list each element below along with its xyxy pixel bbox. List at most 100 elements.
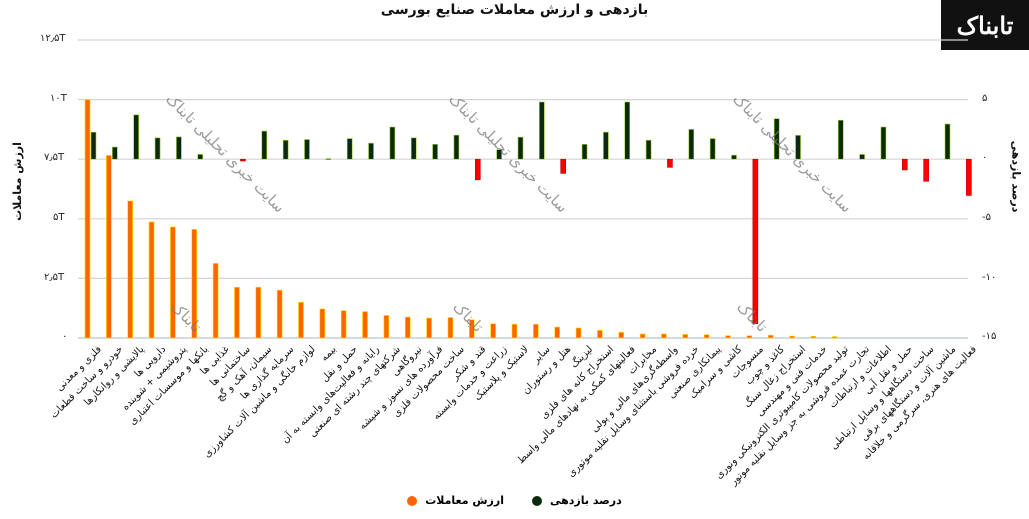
trade-value-bar — [618, 331, 625, 339]
trade-value-bar — [447, 317, 454, 339]
trade-value-bar — [404, 316, 411, 339]
return-bar — [304, 139, 310, 160]
logo: تابناک — [941, 0, 1029, 50]
trade-value-bar — [597, 330, 603, 339]
trade-value-bar — [468, 319, 475, 339]
y-right-tick: -۱۰ — [982, 272, 997, 283]
return-bar — [282, 139, 289, 160]
trade-value-bar — [554, 326, 561, 339]
return-bar — [773, 118, 780, 160]
return-bar — [133, 114, 139, 160]
trade-value-bar — [255, 286, 262, 339]
trade-value-bar — [383, 315, 390, 339]
return-bar — [154, 137, 161, 160]
return-bar — [859, 154, 865, 160]
return-bar — [901, 158, 908, 171]
return-bar — [731, 154, 737, 160]
trade-value-bar — [340, 310, 347, 339]
y-left-tick: ۱۲٫۵T — [40, 33, 66, 44]
trade-value-bar — [746, 335, 753, 339]
trade-value-bar — [191, 228, 198, 339]
trade-value-bar — [533, 323, 539, 339]
return-bar — [389, 126, 396, 160]
y-right-tick: ۰ — [982, 152, 988, 163]
trade-value-bar — [212, 263, 219, 339]
legend: ارزش معاملات درصد بازدهی — [0, 494, 1029, 507]
trade-value-bar — [725, 335, 731, 339]
y-right-tick: ۵ — [982, 93, 988, 104]
return-bar — [795, 135, 801, 160]
legend-swatch-orange — [407, 495, 418, 506]
return-bar — [90, 131, 97, 160]
trade-value-bar — [639, 333, 646, 339]
y-right-tick: -۵ — [982, 212, 991, 223]
return-bar — [752, 158, 759, 324]
return-bar — [581, 144, 588, 160]
return-bar — [453, 134, 460, 160]
trade-value-bar — [148, 221, 155, 339]
return-bar — [474, 158, 481, 181]
return-bar — [923, 158, 929, 182]
trade-value-bar — [767, 334, 774, 339]
y-left-tick: ۵T — [53, 212, 65, 223]
return-bar — [880, 126, 887, 160]
return-bar — [688, 129, 695, 160]
return-bar — [368, 142, 374, 160]
trade-value-bar — [426, 317, 432, 339]
return-bar — [837, 119, 844, 160]
trade-value-bar — [661, 333, 667, 339]
return-bar — [517, 136, 524, 160]
return-bar — [624, 101, 631, 160]
trade-value-bar — [831, 336, 838, 339]
return-bar — [709, 138, 716, 160]
return-bar — [261, 130, 268, 160]
return-bar — [240, 158, 246, 162]
trade-value-bar — [575, 327, 582, 339]
return-bar — [944, 123, 951, 160]
y-left-tick: ۷٫۵T — [44, 152, 65, 163]
trade-value-bar — [298, 301, 304, 339]
trade-value-bar — [170, 226, 176, 339]
return-bar — [539, 101, 545, 160]
y-right-tick: -۱۵ — [982, 331, 997, 342]
chart-title: بازدهی و ارزش معاملات صنایع بورسی — [380, 2, 649, 18]
y-left-tick: ۲٫۵T — [44, 272, 65, 283]
return-bar — [560, 158, 567, 174]
legend-item-return: درصد بازدهی — [532, 494, 622, 507]
legend-swatch-green — [532, 495, 542, 506]
y-right-axis-label: درصد بازدهی — [1009, 140, 1023, 213]
trade-value-bar — [511, 323, 518, 339]
legend-label: ارزش معاملات — [425, 494, 504, 507]
return-bar — [346, 138, 353, 160]
return-bar — [432, 144, 438, 160]
return-bar — [325, 158, 332, 160]
return-bar — [197, 154, 204, 160]
trade-value-bar — [276, 289, 283, 339]
legend-item-trade-value: ارزش معاملات — [407, 494, 504, 507]
trade-value-bar — [789, 335, 795, 339]
y-left-axis-label: ارزش معاملات — [10, 142, 24, 221]
trade-value-bar — [234, 286, 240, 339]
return-bar — [496, 149, 502, 160]
trade-value-bar — [490, 323, 496, 339]
return-bar — [112, 146, 118, 160]
legend-label: درصد بازدهی — [550, 494, 622, 507]
trade-value-bar — [84, 99, 91, 339]
return-bar — [603, 131, 609, 160]
trade-value-bar — [703, 334, 710, 339]
trade-value-bar — [319, 308, 326, 339]
return-bar — [966, 158, 972, 196]
trade-value-bar — [362, 311, 368, 339]
y-left-tick: ۰ — [62, 331, 68, 342]
trade-value-bar — [682, 334, 689, 339]
trade-value-bar — [106, 155, 112, 339]
return-bar — [667, 158, 673, 168]
trade-value-bar — [127, 200, 133, 339]
return-bar — [645, 139, 652, 160]
return-bar — [410, 137, 417, 160]
trade-value-bar — [810, 336, 817, 339]
return-bar — [176, 136, 182, 160]
y-left-tick: ۱۰T — [50, 93, 67, 104]
